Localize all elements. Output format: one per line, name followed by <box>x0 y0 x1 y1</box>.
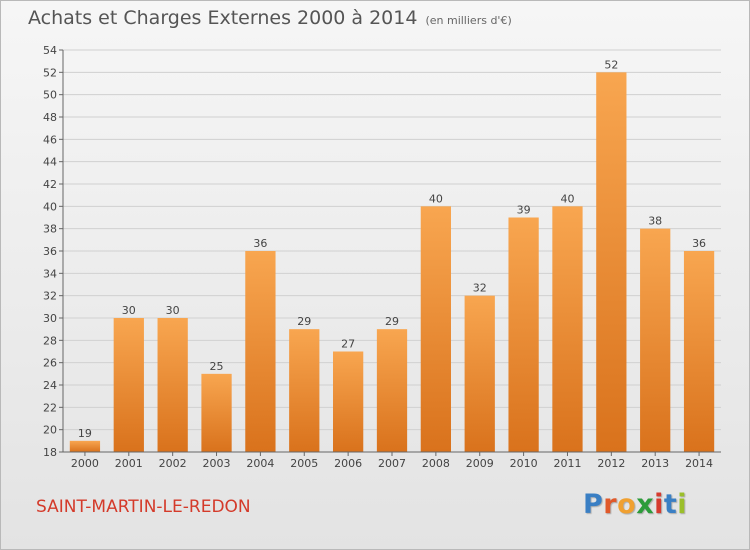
x-tick-label: 2008 <box>422 457 450 470</box>
bar <box>508 217 539 452</box>
data-label: 29 <box>297 315 311 328</box>
x-tick-label: 2010 <box>510 457 538 470</box>
x-tick-label: 2009 <box>466 457 494 470</box>
chart-title-text: Achats et Charges Externes 2000 à 2014 <box>28 7 418 29</box>
x-tick-label: 2002 <box>159 457 187 470</box>
chart-subtitle: (en milliers d'€) <box>425 14 512 27</box>
proxiti-logo: Proxiti <box>583 489 687 520</box>
y-tick-label: 48 <box>43 111 57 124</box>
y-tick-label: 18 <box>43 446 57 459</box>
x-tick-label: 2012 <box>597 457 625 470</box>
x-tick-label: 2007 <box>378 457 406 470</box>
data-label: 52 <box>604 58 618 71</box>
y-tick-label: 30 <box>43 312 57 325</box>
bar <box>245 251 276 452</box>
bar <box>552 206 583 452</box>
x-tick-label: 2003 <box>203 457 231 470</box>
logo-letter: x <box>636 489 655 520</box>
bar <box>420 206 452 452</box>
y-tick-label: 36 <box>43 245 57 258</box>
data-label: 32 <box>473 282 487 295</box>
bar <box>69 440 101 452</box>
data-label: 19 <box>78 427 92 440</box>
logo-letter: i <box>677 489 688 520</box>
data-label: 40 <box>560 192 574 205</box>
bar <box>596 72 627 452</box>
bar <box>464 295 495 452</box>
logo-letter: t <box>663 489 678 520</box>
chart-title: Achats et Charges Externes 2000 à 2014 (e… <box>28 7 512 29</box>
bar <box>640 228 671 452</box>
logo-letter: i <box>654 489 664 520</box>
x-tick-label: 2013 <box>641 457 669 470</box>
x-tick-label: 2000 <box>71 457 99 470</box>
x-tick-label: 2004 <box>246 457 274 470</box>
bar <box>376 329 408 452</box>
logo-letter: r <box>603 489 618 520</box>
x-tick-label: 2011 <box>553 457 581 470</box>
y-tick-label: 20 <box>43 424 57 437</box>
bar <box>683 251 715 452</box>
y-tick-label: 32 <box>43 290 57 303</box>
bar <box>289 329 320 452</box>
logo-letter: P <box>583 489 604 520</box>
data-label: 39 <box>517 204 531 217</box>
place-name: SAINT-MARTIN-LE-REDON <box>36 497 251 517</box>
y-tick-label: 34 <box>43 267 57 280</box>
data-label: 40 <box>429 192 443 205</box>
x-tick-label: 2001 <box>115 457 143 470</box>
x-tick-label: 2005 <box>290 457 318 470</box>
data-label: 27 <box>341 338 355 351</box>
y-tick-label: 52 <box>43 66 57 79</box>
y-tick-label: 54 <box>43 44 57 57</box>
y-tick-label: 42 <box>43 178 57 191</box>
y-tick-label: 38 <box>43 223 57 236</box>
bar <box>332 351 364 452</box>
bar <box>157 318 188 452</box>
data-label: 29 <box>385 315 399 328</box>
data-label: 36 <box>253 237 267 250</box>
y-tick-label: 26 <box>43 357 57 370</box>
x-tick-label: 2014 <box>685 457 713 470</box>
axes: 18 20 22 24 26 28 30 32 34 36 38 40 42 44 46 48 50 52 54 20… <box>43 44 721 470</box>
data-label: 38 <box>648 215 662 228</box>
y-tick-label: 24 <box>43 379 57 392</box>
data-label: 36 <box>692 237 706 250</box>
bar <box>113 318 144 452</box>
logo-letter: o <box>617 489 637 520</box>
x-tick-label: 2006 <box>334 457 362 470</box>
y-tick-label: 22 <box>43 401 57 414</box>
y-tick-label: 50 <box>43 89 57 102</box>
data-label: 30 <box>166 304 180 317</box>
data-label: 25 <box>210 360 224 373</box>
y-tick-label: 40 <box>43 200 57 213</box>
bar <box>201 373 232 452</box>
y-tick-label: 44 <box>43 156 57 169</box>
data-label: 30 <box>122 304 136 317</box>
y-tick-label: 28 <box>43 334 57 347</box>
bars: 19 30 30 25 36 29 27 29 40 32 39 40 52 38 36 <box>69 58 715 452</box>
y-tick-label: 46 <box>43 133 57 146</box>
